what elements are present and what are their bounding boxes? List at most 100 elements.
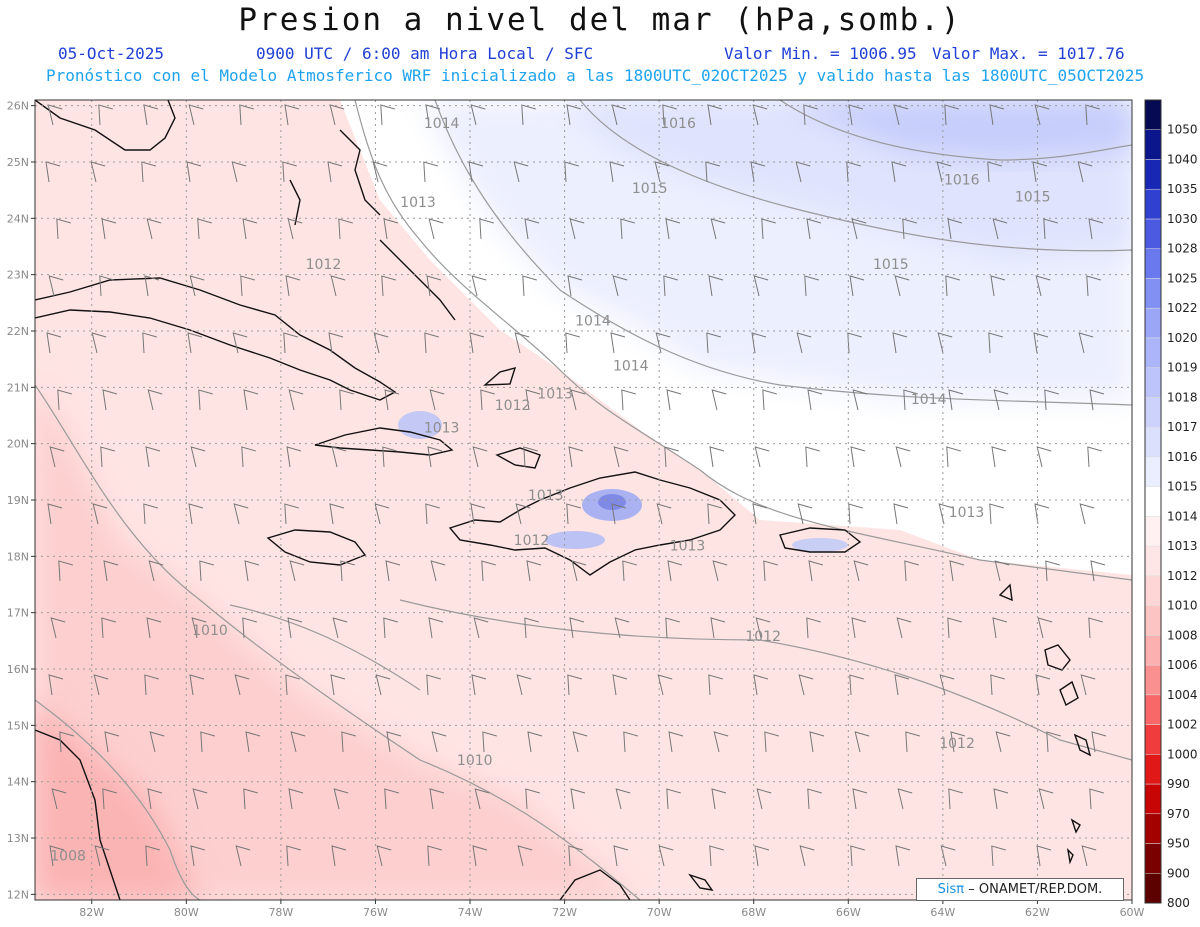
wind-barb — [613, 845, 629, 867]
legend-swatch — [1144, 843, 1162, 874]
lat-tick-label: 21N — [7, 381, 29, 394]
legend-swatch — [1144, 545, 1162, 577]
wind-barb — [754, 845, 770, 867]
lon-tick-label: 82W — [79, 906, 104, 919]
legend-swatch — [1144, 486, 1162, 517]
wind-barb — [144, 674, 159, 696]
wind-barb — [283, 332, 298, 354]
wind-barb — [1089, 788, 1104, 810]
legend-swatch — [1144, 813, 1162, 844]
wind-barb — [665, 617, 680, 639]
legend-label: 1035 — [1167, 182, 1198, 196]
wind-barb — [428, 617, 444, 639]
wind-barb — [424, 332, 439, 354]
legend-label: 1017 — [1167, 420, 1198, 434]
wind-barb — [523, 446, 538, 468]
wind-barb — [239, 104, 254, 126]
wind-barb — [331, 446, 347, 468]
legend-label: 1004 — [1167, 688, 1198, 702]
lon-tick-label: 78W — [268, 906, 293, 919]
isobar-label: 1015 — [873, 257, 909, 273]
isobar-label: 1010 — [192, 623, 228, 639]
legend-swatch — [1144, 635, 1162, 666]
legend-label: 900 — [1167, 866, 1190, 880]
lat-tick-label: 13N — [7, 832, 29, 845]
legend-swatch — [1144, 873, 1162, 904]
wind-barb — [571, 560, 587, 582]
wind-barb — [479, 218, 494, 240]
wind-barb — [1081, 845, 1097, 867]
wind-barb — [231, 161, 247, 183]
wind-barb — [471, 275, 487, 297]
wind-barb — [1037, 617, 1053, 639]
wind-barb — [1090, 560, 1106, 582]
lon-tick-label: 60W — [1120, 906, 1145, 919]
wind-barb — [187, 332, 203, 354]
wind-barb — [566, 104, 582, 126]
max-value: Valor Max. = 1017.76 — [932, 44, 1125, 63]
legend-swatch — [1144, 367, 1162, 398]
legend-label: 950 — [1167, 837, 1190, 851]
isobar-label: 1013 — [400, 195, 436, 211]
wind-barb — [340, 560, 355, 582]
map-axes: 82W 80W 78W 76W 74W 72W 70W 68W 66W 64W 62W 60W 12N 1… — [7, 100, 1145, 919]
legend-swatch — [1144, 397, 1162, 428]
wind-barb — [47, 104, 63, 126]
lon-tick-label: 76W — [363, 906, 388, 919]
wind-barb — [752, 104, 768, 126]
wind-barb — [1089, 389, 1105, 411]
wind-barb — [469, 332, 485, 354]
wind-barb — [806, 218, 822, 240]
wind-barb — [664, 446, 679, 468]
lon-tick-label: 80W — [174, 906, 199, 919]
isobars — [35, 100, 1132, 900]
legend-label: 1018 — [1167, 390, 1198, 404]
wind-barb — [380, 104, 395, 126]
wind-barb — [427, 845, 442, 867]
legend-swatch — [1144, 337, 1162, 368]
isobar-label: 1012 — [939, 736, 975, 752]
lat-tick-label: 19N — [7, 494, 29, 507]
wind-barb — [382, 446, 397, 468]
wind-barb — [1045, 560, 1060, 582]
wind-barb — [45, 161, 61, 183]
forecast-date: 05-Oct-2025 — [58, 44, 164, 63]
wind-barb — [384, 389, 400, 411]
legend-swatch — [1144, 456, 1162, 487]
wind-barb — [992, 617, 1008, 639]
wind-barb — [988, 332, 1003, 354]
legend-label: 1028 — [1167, 242, 1198, 256]
lon-tick-label: 62W — [1025, 906, 1050, 919]
wind-barb — [423, 161, 438, 183]
wind-barb — [104, 731, 120, 753]
wind-barb — [611, 104, 627, 126]
wind-barb — [289, 560, 305, 582]
wind-barb — [470, 503, 486, 525]
wind-barb — [188, 104, 204, 126]
credit-text: – ONAMET/REP.DOM. — [968, 882, 1103, 897]
wind-barb — [386, 731, 402, 753]
wind-barb — [992, 218, 1008, 240]
wind-barb — [142, 332, 157, 354]
wind-barb — [946, 446, 961, 468]
wind-barb — [383, 617, 398, 639]
wind-barb — [425, 503, 440, 525]
wind-barb — [851, 218, 867, 240]
forecast-info: Pronóstico con el Modelo Atmosferico WRF… — [46, 66, 1145, 85]
wind-barb — [384, 788, 399, 810]
wind-barb — [851, 617, 867, 639]
wind-barb — [849, 674, 864, 696]
wind-barb — [615, 788, 631, 810]
isobar-label: 1013 — [537, 387, 573, 403]
wind-barb — [948, 788, 963, 810]
lat-tick-label: 23N — [7, 269, 29, 282]
wind-barb — [330, 674, 346, 696]
wind-barb — [430, 560, 446, 582]
wind-barb — [524, 617, 539, 639]
wind-barb — [426, 275, 442, 297]
graticule — [35, 100, 1133, 900]
wind-barb — [764, 731, 779, 753]
isobar-label: 1014 — [424, 116, 460, 132]
wind-barb — [328, 332, 344, 354]
wind-barb — [1087, 446, 1102, 468]
